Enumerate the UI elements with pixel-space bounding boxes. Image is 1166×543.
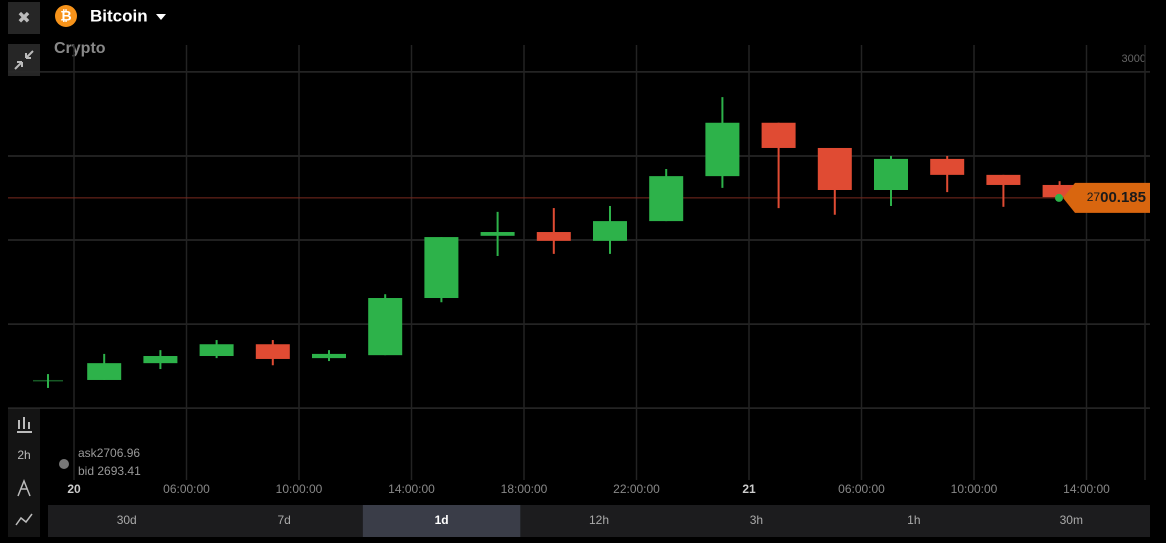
candle-body bbox=[255, 344, 290, 359]
candle-body bbox=[874, 158, 908, 190]
candle-body bbox=[649, 176, 684, 222]
candle-body bbox=[536, 232, 571, 241]
collapse-button[interactable] bbox=[8, 44, 40, 76]
quote-info-icon[interactable] bbox=[59, 459, 69, 469]
bid-value: 2693.41 bbox=[97, 464, 141, 478]
candle-body bbox=[480, 232, 515, 236]
bid-label: bid 2693.41 bbox=[78, 464, 141, 478]
x-tick-label: 10:00:00 bbox=[951, 482, 998, 496]
period-label[interactable]: 30d bbox=[117, 513, 137, 527]
close-icon: ✖ bbox=[17, 10, 30, 27]
indicator-icon[interactable] bbox=[17, 478, 31, 497]
asset-dropdown[interactable] bbox=[156, 14, 166, 20]
price-main: 00.185 bbox=[1100, 189, 1146, 206]
x-tick-label: 10:00:00 bbox=[276, 482, 323, 496]
period-label[interactable]: 1d bbox=[435, 513, 449, 527]
interval-button[interactable]: 2h bbox=[17, 448, 30, 462]
period-button[interactable] bbox=[362, 505, 521, 537]
x-tick-label: 20 bbox=[67, 482, 81, 496]
chart-type-icon[interactable] bbox=[17, 417, 32, 433]
period-label[interactable]: 12h bbox=[589, 513, 609, 527]
candle-body bbox=[87, 363, 122, 380]
candle-body bbox=[424, 237, 459, 299]
period-label[interactable]: 3h bbox=[750, 513, 763, 527]
x-tick-label: 14:00:00 bbox=[388, 482, 435, 496]
candlestick-chart: 3000 20 06:00:00 10:00:00 14:00:00 18:00:00 22… bbox=[8, 45, 1150, 496]
candle-body bbox=[817, 147, 852, 190]
asset-icon-symbol: ₿ bbox=[60, 8, 71, 24]
x-tick-label: 22:00:00 bbox=[613, 482, 660, 496]
collapse-icon bbox=[14, 50, 34, 70]
asset-category: Crypto bbox=[54, 40, 106, 57]
price-tag-label: 2700.185 bbox=[1087, 189, 1146, 206]
draw-icon[interactable] bbox=[15, 513, 33, 526]
x-tick-label: 06:00:00 bbox=[838, 482, 885, 496]
y-tick-label: 3000 bbox=[1122, 53, 1146, 65]
asset-icon bbox=[55, 5, 77, 27]
candle-body bbox=[199, 344, 234, 357]
period-label[interactable]: 1h bbox=[907, 513, 920, 527]
candle-body bbox=[593, 221, 627, 241]
period-label[interactable]: 7d bbox=[277, 513, 290, 527]
candle-body bbox=[986, 174, 1021, 185]
asset-name[interactable]: Bitcoin bbox=[90, 6, 148, 25]
candle-body bbox=[930, 158, 965, 175]
ask-label: ask2706.96 bbox=[78, 446, 140, 460]
x-tick-label: 18:00:00 bbox=[501, 482, 548, 496]
price-tag bbox=[1063, 182, 1150, 213]
candle-body bbox=[705, 122, 740, 177]
candle-body bbox=[761, 122, 796, 148]
x-tick-label: 14:00:00 bbox=[1063, 482, 1110, 496]
period-bar: 30d 7d 1d 12h 3h 1h 30m bbox=[48, 505, 1150, 537]
ask-text: ask bbox=[78, 446, 98, 460]
current-price-dot bbox=[1055, 193, 1063, 202]
bid-text: bid bbox=[78, 464, 94, 478]
period-label[interactable]: 30m bbox=[1060, 513, 1083, 527]
ask-value: 2706.96 bbox=[97, 446, 141, 460]
candle-body bbox=[368, 298, 403, 356]
price-prefix: 27 bbox=[1087, 190, 1101, 204]
x-tick-label: 06:00:00 bbox=[163, 482, 210, 496]
close-button[interactable] bbox=[8, 2, 40, 34]
candle-body bbox=[143, 356, 178, 364]
period-bar-bg bbox=[48, 505, 1150, 537]
candle-body bbox=[33, 379, 63, 382]
candle-body bbox=[312, 353, 346, 359]
tool-panel bbox=[8, 408, 40, 537]
x-tick-label: 21 bbox=[742, 482, 756, 496]
